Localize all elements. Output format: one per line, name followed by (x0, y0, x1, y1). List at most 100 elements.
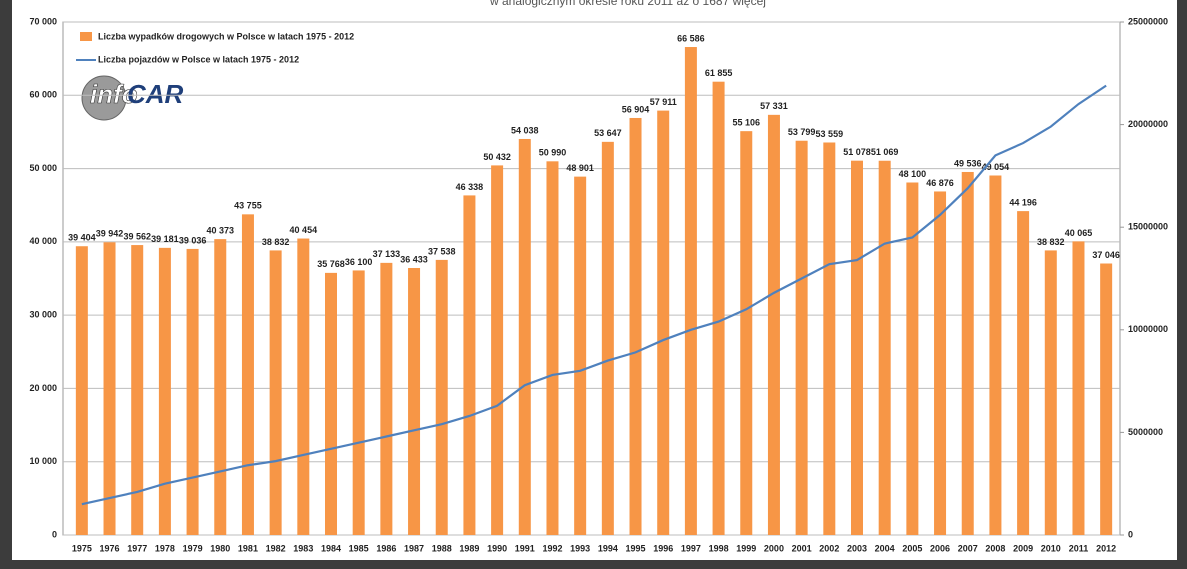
bar (684, 47, 697, 535)
x-tick-label: 2002 (819, 543, 839, 553)
line (81, 84, 1107, 506)
x-tick-label: 1994 (598, 543, 618, 553)
bar (491, 165, 504, 535)
data-label: 46 338 (456, 182, 484, 192)
bar (961, 171, 974, 535)
y2-tick-label: 25000000 (1128, 16, 1168, 26)
data-label: 35 768 (317, 259, 345, 269)
y-tick-label: 50 000 (29, 163, 57, 173)
x-tick-label: 1977 (127, 543, 147, 553)
bar (657, 110, 670, 536)
data-label: 39 181 (151, 234, 179, 244)
y-tick-label: 0 (52, 529, 57, 539)
bar (269, 250, 282, 535)
data-label: 54 038 (511, 125, 539, 135)
bar (435, 259, 448, 535)
x-tick-label: 2010 (1041, 543, 1061, 553)
bar (1100, 263, 1113, 535)
logo-circle (81, 75, 127, 121)
bar (75, 246, 88, 535)
bar (158, 247, 171, 535)
bar (297, 238, 310, 535)
data-label: 53 799 (788, 127, 816, 137)
bar (740, 131, 753, 536)
data-label: 40 454 (290, 225, 318, 235)
x-tick-label: 1982 (266, 543, 286, 553)
bar (851, 160, 863, 535)
data-label: 36 100 (345, 257, 373, 267)
data-label: 37 046 (1092, 250, 1120, 260)
y2-tick-label: 20000000 (1128, 119, 1168, 129)
logo-text: CAR (127, 79, 184, 109)
data-label: 53 559 (816, 129, 844, 139)
bar (546, 161, 559, 535)
x-tick-label: 2003 (847, 543, 867, 553)
x-tick-label: 1986 (376, 543, 396, 553)
x-tick-label: 2009 (1013, 543, 1033, 553)
bar (352, 270, 365, 535)
data-label: 51 078 (843, 147, 871, 157)
data-label: 37 538 (428, 246, 456, 256)
bar (989, 175, 1002, 535)
data-label: 37 133 (373, 249, 401, 259)
x-tick-label: 2001 (792, 543, 812, 553)
logo-text: info (90, 79, 138, 109)
bar (103, 242, 116, 535)
bar (325, 272, 337, 535)
x-tick-label: 1978 (155, 543, 175, 553)
legend-label: Liczba wypadków drogowych w Polsce w lat… (98, 31, 354, 41)
x-tick-label: 1981 (238, 543, 258, 553)
data-label: 40 065 (1065, 228, 1093, 238)
data-label: 55 106 (732, 118, 760, 128)
bar (463, 195, 476, 535)
data-label: 49 536 (954, 158, 982, 168)
y-tick-label: 40 000 (29, 236, 57, 246)
bar (712, 81, 725, 535)
y-tick-label: 70 000 (29, 16, 57, 26)
data-label: 50 432 (483, 152, 511, 162)
y-tick-label: 30 000 (29, 310, 57, 320)
data-label: 44 196 (1009, 197, 1037, 207)
bar (380, 262, 393, 535)
x-tick-label: 1997 (681, 543, 701, 553)
data-label: 39 562 (123, 231, 151, 241)
x-tick-label: 2008 (985, 543, 1005, 553)
data-label: 40 373 (206, 225, 234, 235)
top-text: w analogicznym okresie roku 2011 aż o 16… (489, 0, 766, 8)
bar (878, 160, 891, 535)
bar (186, 248, 199, 536)
y2-tick-label: 5000000 (1128, 427, 1163, 437)
data-label: 50 990 (539, 148, 567, 158)
x-tick-label: 2011 (1069, 543, 1089, 553)
x-tick-label: 1984 (321, 543, 341, 553)
data-label: 46 876 (926, 178, 954, 188)
x-tick-label: 1983 (293, 543, 313, 553)
y2-tick-label: 10000000 (1128, 324, 1168, 334)
x-tick-label: 2006 (930, 543, 950, 553)
x-tick-label: 1996 (653, 543, 673, 553)
data-label: 36 433 (400, 254, 428, 264)
data-label: 43 755 (234, 201, 262, 211)
x-tick-label: 1980 (210, 543, 230, 553)
x-tick-label: 2012 (1096, 543, 1116, 553)
data-label: 39 404 (68, 233, 96, 243)
bar (934, 191, 947, 535)
data-label: 66 586 (677, 33, 705, 43)
data-label: 49 054 (982, 162, 1010, 172)
data-label: 51 069 (871, 147, 899, 157)
x-tick-label: 1989 (459, 543, 479, 553)
data-label: 48 901 (566, 163, 594, 173)
x-tick-label: 1995 (626, 543, 646, 553)
data-label: 39 036 (179, 235, 207, 245)
bar (574, 176, 587, 535)
bar (767, 114, 780, 535)
data-label: 48 100 (899, 169, 927, 179)
x-tick-label: 2005 (902, 543, 922, 553)
y-tick-label: 60 000 (29, 90, 57, 100)
data-label: 56 904 (622, 104, 650, 114)
x-tick-label: 1999 (736, 543, 756, 553)
data-label: 57 331 (760, 101, 788, 111)
x-tick-label: 1979 (183, 543, 203, 553)
legend-label: Liczba pojazdów w Polsce w latach 1975 -… (98, 54, 299, 64)
